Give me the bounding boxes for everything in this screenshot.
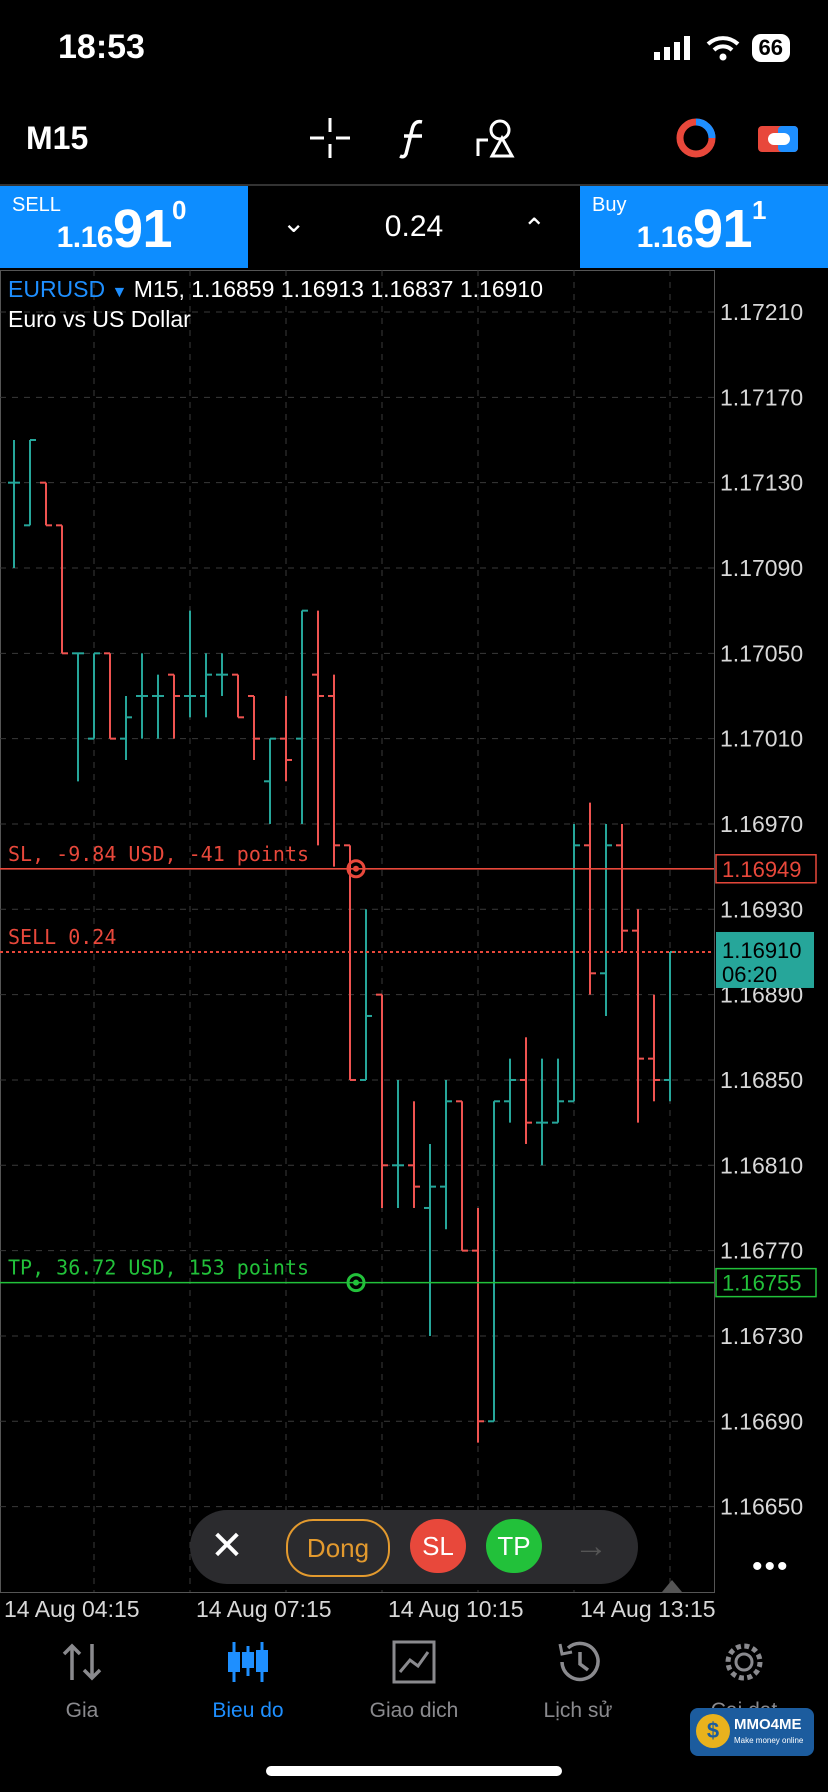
take-profit-button[interactable]: TP (486, 1519, 542, 1573)
buy-button[interactable]: Buy 1.16911 (580, 186, 828, 268)
nav-chart[interactable]: Bieu do (178, 1640, 318, 1723)
toolbar-divider (0, 184, 828, 186)
wifi-icon (706, 36, 739, 61)
sell-button[interactable]: SELL 1.16910 (0, 186, 248, 268)
symbol-dropdown-icon[interactable]: ▼ (111, 284, 128, 301)
nav-trade[interactable]: Giao dich (344, 1640, 484, 1723)
lot-increase-button[interactable]: ⌃ (522, 213, 546, 244)
price-tick: 1.16930 (720, 896, 803, 922)
timer-icon[interactable] (674, 116, 718, 160)
time-tick: 14 Aug 04:15 (4, 1596, 140, 1622)
crosshair-icon[interactable] (308, 116, 352, 160)
price-tick: 1.17210 (720, 299, 803, 325)
settings-icon (725, 1643, 763, 1681)
trade-icon (392, 1640, 436, 1684)
price-tick: 1.17090 (720, 555, 803, 581)
nav-quotes[interactable]: Gia (12, 1640, 152, 1723)
signal-icon (653, 36, 690, 60)
sell-price-big: 91 (112, 199, 173, 259)
close-icon[interactable]: ✕ (210, 1524, 244, 1568)
buy-price-prefix: 1.16 (636, 221, 694, 254)
price-tag-box (715, 1267, 817, 1298)
watermark-text: MMO4ME (734, 1716, 802, 1733)
history-icon (558, 1641, 600, 1682)
time-tick: 14 Aug 13:15 (580, 1596, 716, 1622)
lot-panel: ⌄ 0.24 ⌃ (248, 186, 580, 268)
timeframe-selector[interactable]: M15 (26, 120, 89, 156)
chart-header: EURUSD ▼ M15, 1.16859 1.16913 1.16837 1.… (8, 276, 543, 303)
status-time: 18:53 (58, 28, 145, 66)
line-label: SL, -9.84 USD, -41 points (8, 842, 309, 866)
chart-icon (228, 1642, 268, 1682)
sell-price: 1.16910 (56, 195, 187, 260)
price-tag-box (715, 854, 817, 884)
nav-label: Lịch sử (543, 1699, 613, 1722)
price-tag: 1.16755 (722, 1271, 802, 1296)
price-chart[interactable]: 1.17210 1.17170 1.17130 1.17090 1.17050 1.170… (0, 270, 828, 1620)
handle-dot (353, 1279, 359, 1286)
line-label: TP, 36.72 USD, 153 points (8, 1256, 309, 1280)
price-tick: 1.16850 (720, 1067, 803, 1093)
nav-label: Bieu do (212, 1699, 284, 1722)
symbol-selector[interactable]: EURUSD (8, 276, 106, 302)
scroll-marker-icon (662, 1580, 682, 1592)
price-tick: 1.16650 (720, 1494, 803, 1520)
symbol-description: Euro vs US Dollar (8, 306, 191, 332)
dollar-icon: $ (696, 1714, 730, 1748)
chart-frame (0, 270, 715, 1593)
price-tag: 1.16949 (722, 857, 802, 882)
status-icons: 66 (653, 34, 790, 62)
buy-label: Buy (592, 194, 627, 216)
quotes-icon (62, 1643, 102, 1681)
close-position-button[interactable]: Dong (286, 1519, 390, 1577)
time-tick: 14 Aug 07:15 (196, 1596, 332, 1622)
sell-price-sup: 0 (172, 195, 186, 225)
time-tick: 14 Aug 10:15 (388, 1596, 524, 1622)
price-tick: 1.16970 (720, 811, 803, 837)
current-price-tag (716, 931, 814, 988)
ohlc-values: M15, 1.16859 1.16913 1.16837 1.16910 (133, 276, 543, 302)
toggle-icon[interactable] (756, 116, 800, 160)
nav-history[interactable]: Lịch sử (508, 1640, 648, 1723)
handle-dot (353, 865, 359, 872)
tp-handle-icon[interactable] (346, 1273, 366, 1293)
lot-value[interactable]: 0.24 (384, 210, 444, 243)
price-tick: 1.17130 (720, 470, 803, 496)
price-tick: 1.17010 (720, 726, 803, 752)
price-tick: 1.17170 (720, 384, 803, 410)
order-action-bar: ✕ Dong SL TP → (190, 1510, 638, 1584)
price-tick: 1.16690 (720, 1408, 803, 1434)
watermark-subtext: Make money online (734, 1736, 804, 1745)
buy-price: 1.16911 (636, 195, 767, 260)
sell-price-prefix: 1.16 (56, 221, 114, 254)
home-indicator (266, 1766, 562, 1776)
more-options-icon[interactable]: ••• (752, 1550, 790, 1583)
watermark-logo: $ MMO4ME Make money online (690, 1708, 814, 1756)
buy-price-big: 91 (692, 199, 753, 259)
current-price: 1.16910 (722, 938, 802, 963)
price-tick: 1.17050 (720, 640, 803, 666)
price-tick: 1.16730 (720, 1323, 803, 1349)
bar-countdown: 06:20 (722, 962, 777, 987)
price-tick: 1.16810 (720, 1152, 803, 1178)
sell-label: SELL (12, 194, 61, 216)
buy-price-sup: 1 (752, 195, 766, 225)
price-tick: 1.16770 (720, 1238, 803, 1264)
function-icon[interactable] (392, 116, 436, 160)
nav-label: Gia (65, 1699, 99, 1722)
next-arrow-icon[interactable]: → (574, 1526, 608, 1565)
stop-loss-button[interactable]: SL (410, 1519, 466, 1573)
nav-label: Giao dich (369, 1699, 459, 1722)
sl-handle-icon[interactable] (346, 859, 366, 879)
line-label: SELL 0.24 (8, 925, 116, 949)
lot-decrease-button[interactable]: ⌄ (282, 207, 306, 238)
battery-indicator: 66 (751, 34, 790, 62)
objects-icon[interactable] (474, 116, 518, 160)
